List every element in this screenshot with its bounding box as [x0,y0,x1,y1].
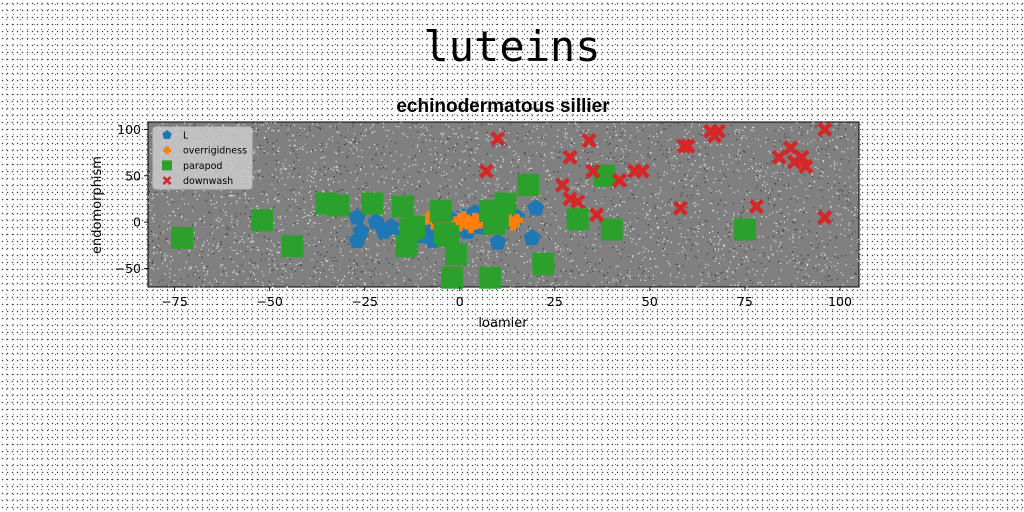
x-tick-label: 50 [642,294,658,309]
data-point [562,149,578,165]
data-point [281,235,304,258]
data-point [585,163,601,179]
data-point [478,163,494,179]
y-tick-label: −50 [115,261,141,276]
data-point [748,198,764,214]
data-point [437,225,460,248]
figure-title: luteins [423,22,601,71]
y-axis: −50 0 50 100 [115,122,148,276]
legend-item: parapod [162,160,222,172]
x-axis: −75 −50 −25 0 25 50 75 100 [161,287,852,309]
y-axis-label: endomorphism [90,156,105,254]
x-tick-label: 100 [828,294,852,309]
data-point [532,252,555,275]
data-point [506,217,520,231]
data-point [510,213,524,227]
data-point [464,220,478,234]
data-point [422,210,436,224]
data-point [490,131,506,147]
data-point [771,149,787,165]
data-point [733,218,756,241]
data-point [817,209,833,226]
legend-label: downwash [183,176,233,187]
legend-label: overrigidness [183,146,247,157]
data-point [441,266,464,289]
data-point [361,192,384,215]
data-point [327,194,350,217]
data-point [472,215,486,229]
data-point [676,138,692,154]
data-point [444,243,467,266]
data-point [348,231,366,248]
series-parapod [171,164,756,289]
data-point [171,226,194,249]
legend-marker [162,130,172,139]
data-point [517,174,540,197]
data-point [680,138,696,154]
data-point [502,212,516,226]
data-point [494,192,517,215]
data-point [438,215,452,229]
legend-marker [162,160,172,171]
data-point [782,140,799,156]
data-point [798,158,814,175]
data-point [479,266,502,289]
y-tick-label: 50 [125,168,141,183]
data-point [566,208,589,231]
data-point [710,123,726,139]
data-point [672,200,688,216]
legend-item: overrigidness [163,146,247,157]
x-tick-label: 75 [737,294,753,309]
data-point [634,163,650,179]
legend-label: parapod [183,161,222,172]
data-point [570,194,586,210]
legend-marker [162,176,172,186]
data-point [382,217,400,234]
legend-item: downwash [162,176,233,187]
data-point [589,207,605,223]
x-axis-label: loamier [478,316,528,331]
series-downwash [478,121,833,226]
data-point [527,199,545,216]
data-point [554,177,571,193]
legend-item: L [162,130,189,142]
data-point [489,233,507,250]
y-tick-label: 100 [117,122,141,137]
data-point [429,199,452,222]
data-point [794,149,810,165]
x-tick-label: 25 [547,294,563,309]
x-tick-label: −75 [161,294,187,309]
x-tick-label: −25 [352,294,378,309]
data-point [523,228,541,246]
legend-label: L [183,131,189,142]
x-tick-label: 0 [456,294,464,309]
data-point [581,132,597,149]
data-point [395,235,418,258]
y-tick-label: 0 [133,215,141,230]
data-point [457,210,471,224]
data-point [611,172,628,188]
legend-marker [163,146,171,155]
data-point [593,164,616,187]
x-tick-label: −50 [256,294,282,309]
data-marks [171,121,833,289]
chart-title: echinodermatous sillier [396,96,610,117]
data-point [403,215,426,238]
data-point [460,215,474,229]
data-point [391,195,414,218]
legend-box [152,126,253,190]
data-point [453,218,467,232]
data-point [600,218,623,241]
data-point [251,209,274,232]
data-point [817,121,833,138]
